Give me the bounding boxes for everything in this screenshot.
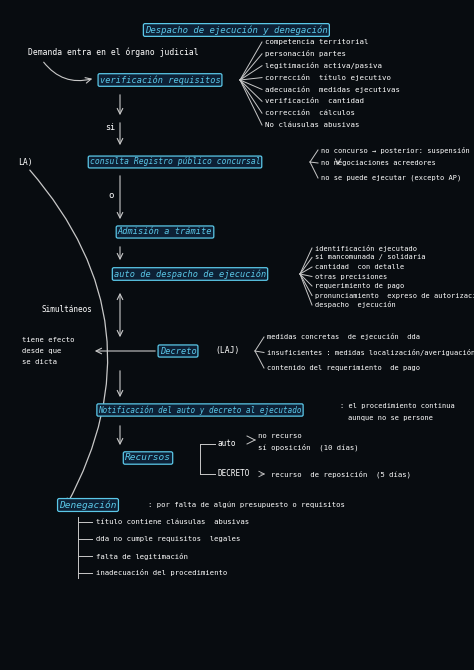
Text: auto de despacho de ejecución: auto de despacho de ejecución — [114, 269, 266, 279]
Text: corrección  título ejecutivo: corrección título ejecutivo — [265, 74, 391, 81]
Text: dda no cumple requisitos  legales: dda no cumple requisitos legales — [96, 536, 240, 542]
Text: auto: auto — [218, 440, 237, 448]
Text: Simultáneos: Simultáneos — [42, 306, 93, 314]
Text: personación partes: personación partes — [265, 50, 346, 58]
Text: legitimación activa/pasiva: legitimación activa/pasiva — [265, 62, 382, 69]
Text: medidas concretas  de ejecución  dda: medidas concretas de ejecución dda — [267, 334, 420, 340]
Text: contenido del requerimiento  de pago: contenido del requerimiento de pago — [267, 365, 420, 371]
Text: Admisión a trámite: Admisión a trámite — [118, 228, 212, 237]
Text: aunque no se persone: aunque no se persone — [348, 415, 433, 421]
Text: Denegación: Denegación — [59, 500, 117, 510]
Text: desde que: desde que — [22, 348, 61, 354]
Text: verificación requisitos: verificación requisitos — [100, 75, 220, 84]
Text: competencia territorial: competencia territorial — [265, 39, 368, 45]
Text: Recursos: Recursos — [125, 454, 171, 462]
Text: recurso  de reposición  (5 días): recurso de reposición (5 días) — [271, 470, 411, 478]
Text: inadecuación del procedimiento: inadecuación del procedimiento — [96, 570, 227, 576]
Text: No cláusulas abusivas: No cláusulas abusivas — [265, 122, 359, 128]
Text: sí oposición  (10 días): sí oposición (10 días) — [258, 444, 359, 451]
Text: Decreto: Decreto — [160, 346, 196, 356]
Text: no negociaciones acreedores: no negociaciones acreedores — [321, 160, 436, 166]
Text: consulta Registro público concursal: consulta Registro público concursal — [90, 157, 260, 167]
Text: adecuación  medidas ejecutivas: adecuación medidas ejecutivas — [265, 86, 400, 93]
Text: cantidad  con detalle: cantidad con detalle — [315, 264, 404, 270]
Text: Despacho de ejecución y denegación: Despacho de ejecución y denegación — [145, 25, 328, 35]
Text: tiene efecto: tiene efecto — [22, 337, 74, 343]
Text: falta de legitimación: falta de legitimación — [96, 553, 188, 559]
Text: insuficientes : medidas localización/averiguación: insuficientes : medidas localización/ave… — [267, 349, 474, 356]
Text: no se puede ejecutar (excepto AP): no se puede ejecutar (excepto AP) — [321, 175, 461, 182]
Text: título contiene cláusulas  abusivas: título contiene cláusulas abusivas — [96, 519, 249, 525]
Text: requerimiento de pago: requerimiento de pago — [315, 283, 404, 289]
Text: LA): LA) — [18, 157, 33, 167]
Text: no recurso: no recurso — [258, 433, 302, 439]
Text: si: si — [105, 123, 115, 133]
Text: verificación  cantidad: verificación cantidad — [265, 98, 364, 105]
Text: : el procedimiento continua: : el procedimiento continua — [340, 403, 455, 409]
Text: o: o — [108, 190, 113, 200]
Text: pronunciamiento  expreso de autorización: pronunciamiento expreso de autorización — [315, 292, 474, 299]
Text: si mancomunada / solidaria: si mancomunada / solidaria — [315, 255, 426, 261]
Text: (LAJ): (LAJ) — [215, 346, 239, 356]
Text: identificación ejecutado: identificación ejecutado — [315, 245, 417, 251]
Text: despacho  ejecución: despacho ejecución — [315, 302, 396, 308]
Text: Demanda entra en el órgano judicial: Demanda entra en el órgano judicial — [28, 48, 199, 57]
Text: corrección  cálculos: corrección cálculos — [265, 110, 355, 116]
Text: se dicta: se dicta — [22, 359, 57, 365]
Text: DECRETO: DECRETO — [218, 470, 250, 478]
Text: otras precisiones: otras precisiones — [315, 273, 387, 279]
Text: Notificación del auto y decreto al ejecutado: Notificación del auto y decreto al ejecu… — [98, 405, 302, 415]
Text: no concurso → posterior: suspensión ejecución: no concurso → posterior: suspensión ejec… — [321, 147, 474, 153]
Text: : por falta de algún presupuesto o requisitos: : por falta de algún presupuesto o requi… — [148, 502, 345, 509]
